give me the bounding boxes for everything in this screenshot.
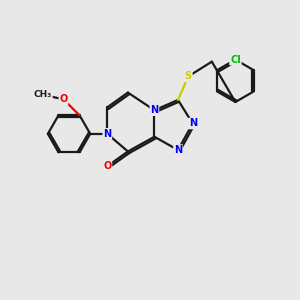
Text: N: N [103, 129, 111, 139]
Text: S: S [185, 71, 192, 81]
Text: Cl: Cl [230, 55, 241, 64]
Text: O: O [103, 161, 111, 171]
Text: CH₃: CH₃ [34, 90, 52, 99]
Text: N: N [189, 118, 197, 128]
Text: N: N [150, 105, 158, 115]
Text: N: N [174, 145, 182, 155]
Text: O: O [59, 94, 68, 104]
